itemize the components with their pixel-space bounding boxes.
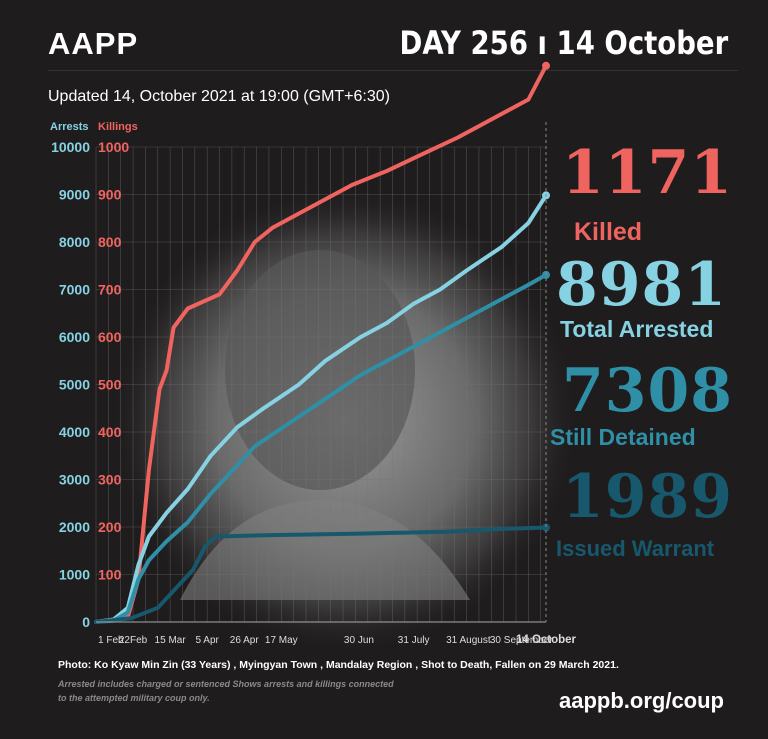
arrests-tick-label: 10000 bbox=[51, 139, 90, 155]
killings-tick-label: 600 bbox=[98, 329, 122, 345]
portrait-face bbox=[225, 250, 415, 490]
arrested-value: 8981 bbox=[556, 250, 727, 320]
killed-value: 1171 bbox=[562, 138, 733, 208]
arrests-tick-label: 3000 bbox=[59, 472, 90, 488]
series-line-total-arrested bbox=[94, 193, 548, 624]
killings-tick-label: 300 bbox=[98, 472, 122, 488]
website-link[interactable]: aappb.org/coup bbox=[559, 688, 724, 713]
arrests-tick-label: 0 bbox=[82, 614, 90, 630]
series-line-issued-warrant bbox=[94, 525, 548, 624]
divider bbox=[48, 70, 738, 71]
killings-tick-label: 1000 bbox=[98, 139, 129, 155]
arrested-label: Total Arrested bbox=[560, 316, 714, 342]
x-tick-label: 30 September bbox=[490, 635, 553, 646]
day-headline: DAY 256 ı 14 October bbox=[399, 24, 728, 62]
killings-tick-label: 400 bbox=[98, 424, 122, 440]
methodology-note: Arrested includes charged or sentenced S… bbox=[58, 679, 394, 689]
warrant-value: 1989 bbox=[562, 462, 733, 532]
warrant-label: Issued Warrant bbox=[556, 536, 715, 561]
x-tick-label: 5 Apr bbox=[195, 635, 219, 646]
killings-tick-label: 100 bbox=[98, 567, 122, 583]
x-tick-label: 15 Mar bbox=[155, 635, 187, 646]
series-endpoint-issued-warrant bbox=[542, 523, 550, 532]
arrests-tick-label: 8000 bbox=[59, 234, 90, 250]
x-tick-label: 14 October bbox=[516, 634, 577, 646]
brand-logo: AAPP bbox=[48, 26, 139, 61]
x-tick-label: 1 Feb bbox=[98, 635, 124, 646]
series-layer bbox=[94, 61, 550, 624]
arrests-tick-label: 6000 bbox=[59, 329, 90, 345]
killings-axis-label: Killings bbox=[98, 121, 138, 133]
arrests-axis-label: Arrests bbox=[50, 121, 89, 133]
killings-tick-label: 700 bbox=[98, 282, 122, 298]
killed-label: Killed bbox=[574, 218, 643, 246]
arrests-tick-label: 1000 bbox=[59, 567, 90, 583]
arrests-tick-label: 5000 bbox=[59, 377, 90, 393]
updated-timestamp: Updated 14, October 2021 at 19:00 (GMT+6… bbox=[48, 88, 390, 105]
x-tick-label: 31 July bbox=[398, 635, 430, 646]
axis-layer: 0 1000 2000 3000 4000 5000 6000 7000 8000 9000 100… bbox=[50, 121, 577, 646]
series-line-killed bbox=[94, 63, 548, 624]
x-tick-label: 26 Apr bbox=[230, 635, 260, 646]
killings-tick-label: 800 bbox=[98, 234, 122, 250]
x-tick-label: 31 August bbox=[446, 635, 491, 646]
methodology-note-2: to the attempted military coup only. bbox=[58, 693, 210, 703]
x-tick-label: 17 May bbox=[265, 635, 298, 646]
arrests-tick-label: 7000 bbox=[59, 282, 90, 298]
arrests-tick-label: 9000 bbox=[59, 187, 90, 203]
x-tick-label: 22Feb bbox=[119, 635, 148, 646]
photo-caption: Photo: Ko Kyaw Min Zin (33 Years) , Myin… bbox=[58, 659, 619, 671]
portrait-shoulders bbox=[180, 500, 470, 600]
arrests-tick-label: 2000 bbox=[59, 519, 90, 535]
x-tick-label: 30 Jun bbox=[344, 635, 374, 646]
detained-label: Still Detained bbox=[550, 424, 696, 450]
killings-tick-label: 200 bbox=[98, 519, 122, 535]
series-line-still-detained bbox=[94, 272, 548, 624]
killings-tick-label: 900 bbox=[98, 187, 122, 203]
killings-tick-label: 500 bbox=[98, 377, 122, 393]
series-endpoint-killed bbox=[542, 61, 550, 70]
detained-value: 7308 bbox=[562, 356, 733, 426]
arrests-tick-label: 4000 bbox=[59, 424, 90, 440]
